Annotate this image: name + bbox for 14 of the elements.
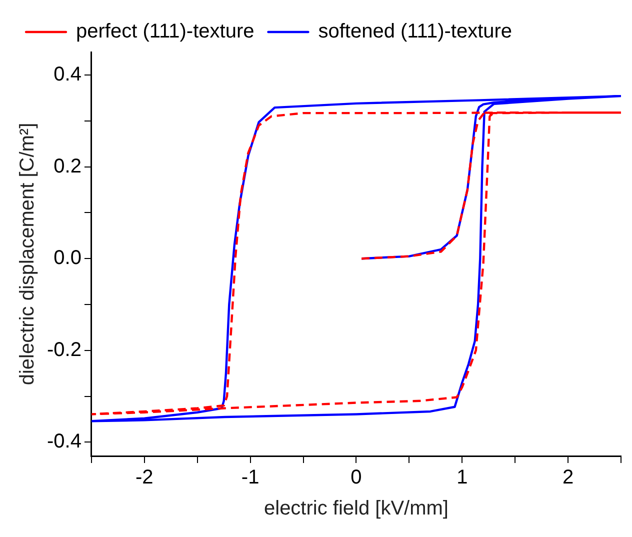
legend-label: softened (111)-texture [318,20,512,43]
x-tick-label: 2 [562,466,574,489]
x-tick-label: 1 [456,466,468,489]
y-tick-label: 0.2 [54,155,82,178]
y-tick-label: 0.0 [54,247,82,270]
x-tick-label: -2 [136,466,154,489]
x-tick-label: -1 [241,466,260,489]
y-axis-title: dielectric displacement [C/m²] [16,122,39,386]
x-tick-label: 0 [350,466,362,489]
legend-label: perfect (111)-texture [76,20,254,43]
y-tick-label: 0.4 [54,63,82,86]
y-tick-label: -0.4 [46,430,82,453]
y-tick-label: -0.2 [46,338,82,361]
x-axis-title: electric field [kV/mm] [264,498,448,520]
